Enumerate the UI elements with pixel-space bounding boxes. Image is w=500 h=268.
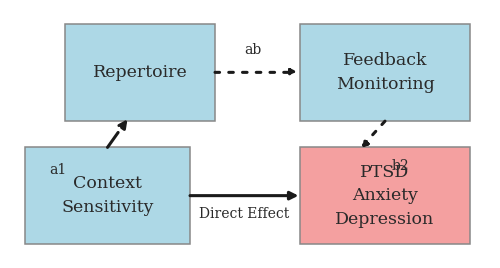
Text: b2: b2 bbox=[391, 159, 409, 173]
FancyBboxPatch shape bbox=[300, 24, 470, 121]
FancyBboxPatch shape bbox=[65, 24, 215, 121]
Text: PTSD
Anxiety
Depression: PTSD Anxiety Depression bbox=[336, 164, 434, 228]
Text: Feedback
Monitoring: Feedback Monitoring bbox=[336, 52, 434, 93]
Text: Context
Sensitivity: Context Sensitivity bbox=[62, 175, 154, 216]
FancyBboxPatch shape bbox=[25, 147, 190, 244]
Text: a1: a1 bbox=[49, 163, 66, 177]
FancyBboxPatch shape bbox=[300, 147, 470, 244]
Text: ab: ab bbox=[244, 43, 261, 57]
Text: Direct Effect: Direct Effect bbox=[199, 207, 289, 221]
Text: Repertoire: Repertoire bbox=[92, 64, 188, 81]
